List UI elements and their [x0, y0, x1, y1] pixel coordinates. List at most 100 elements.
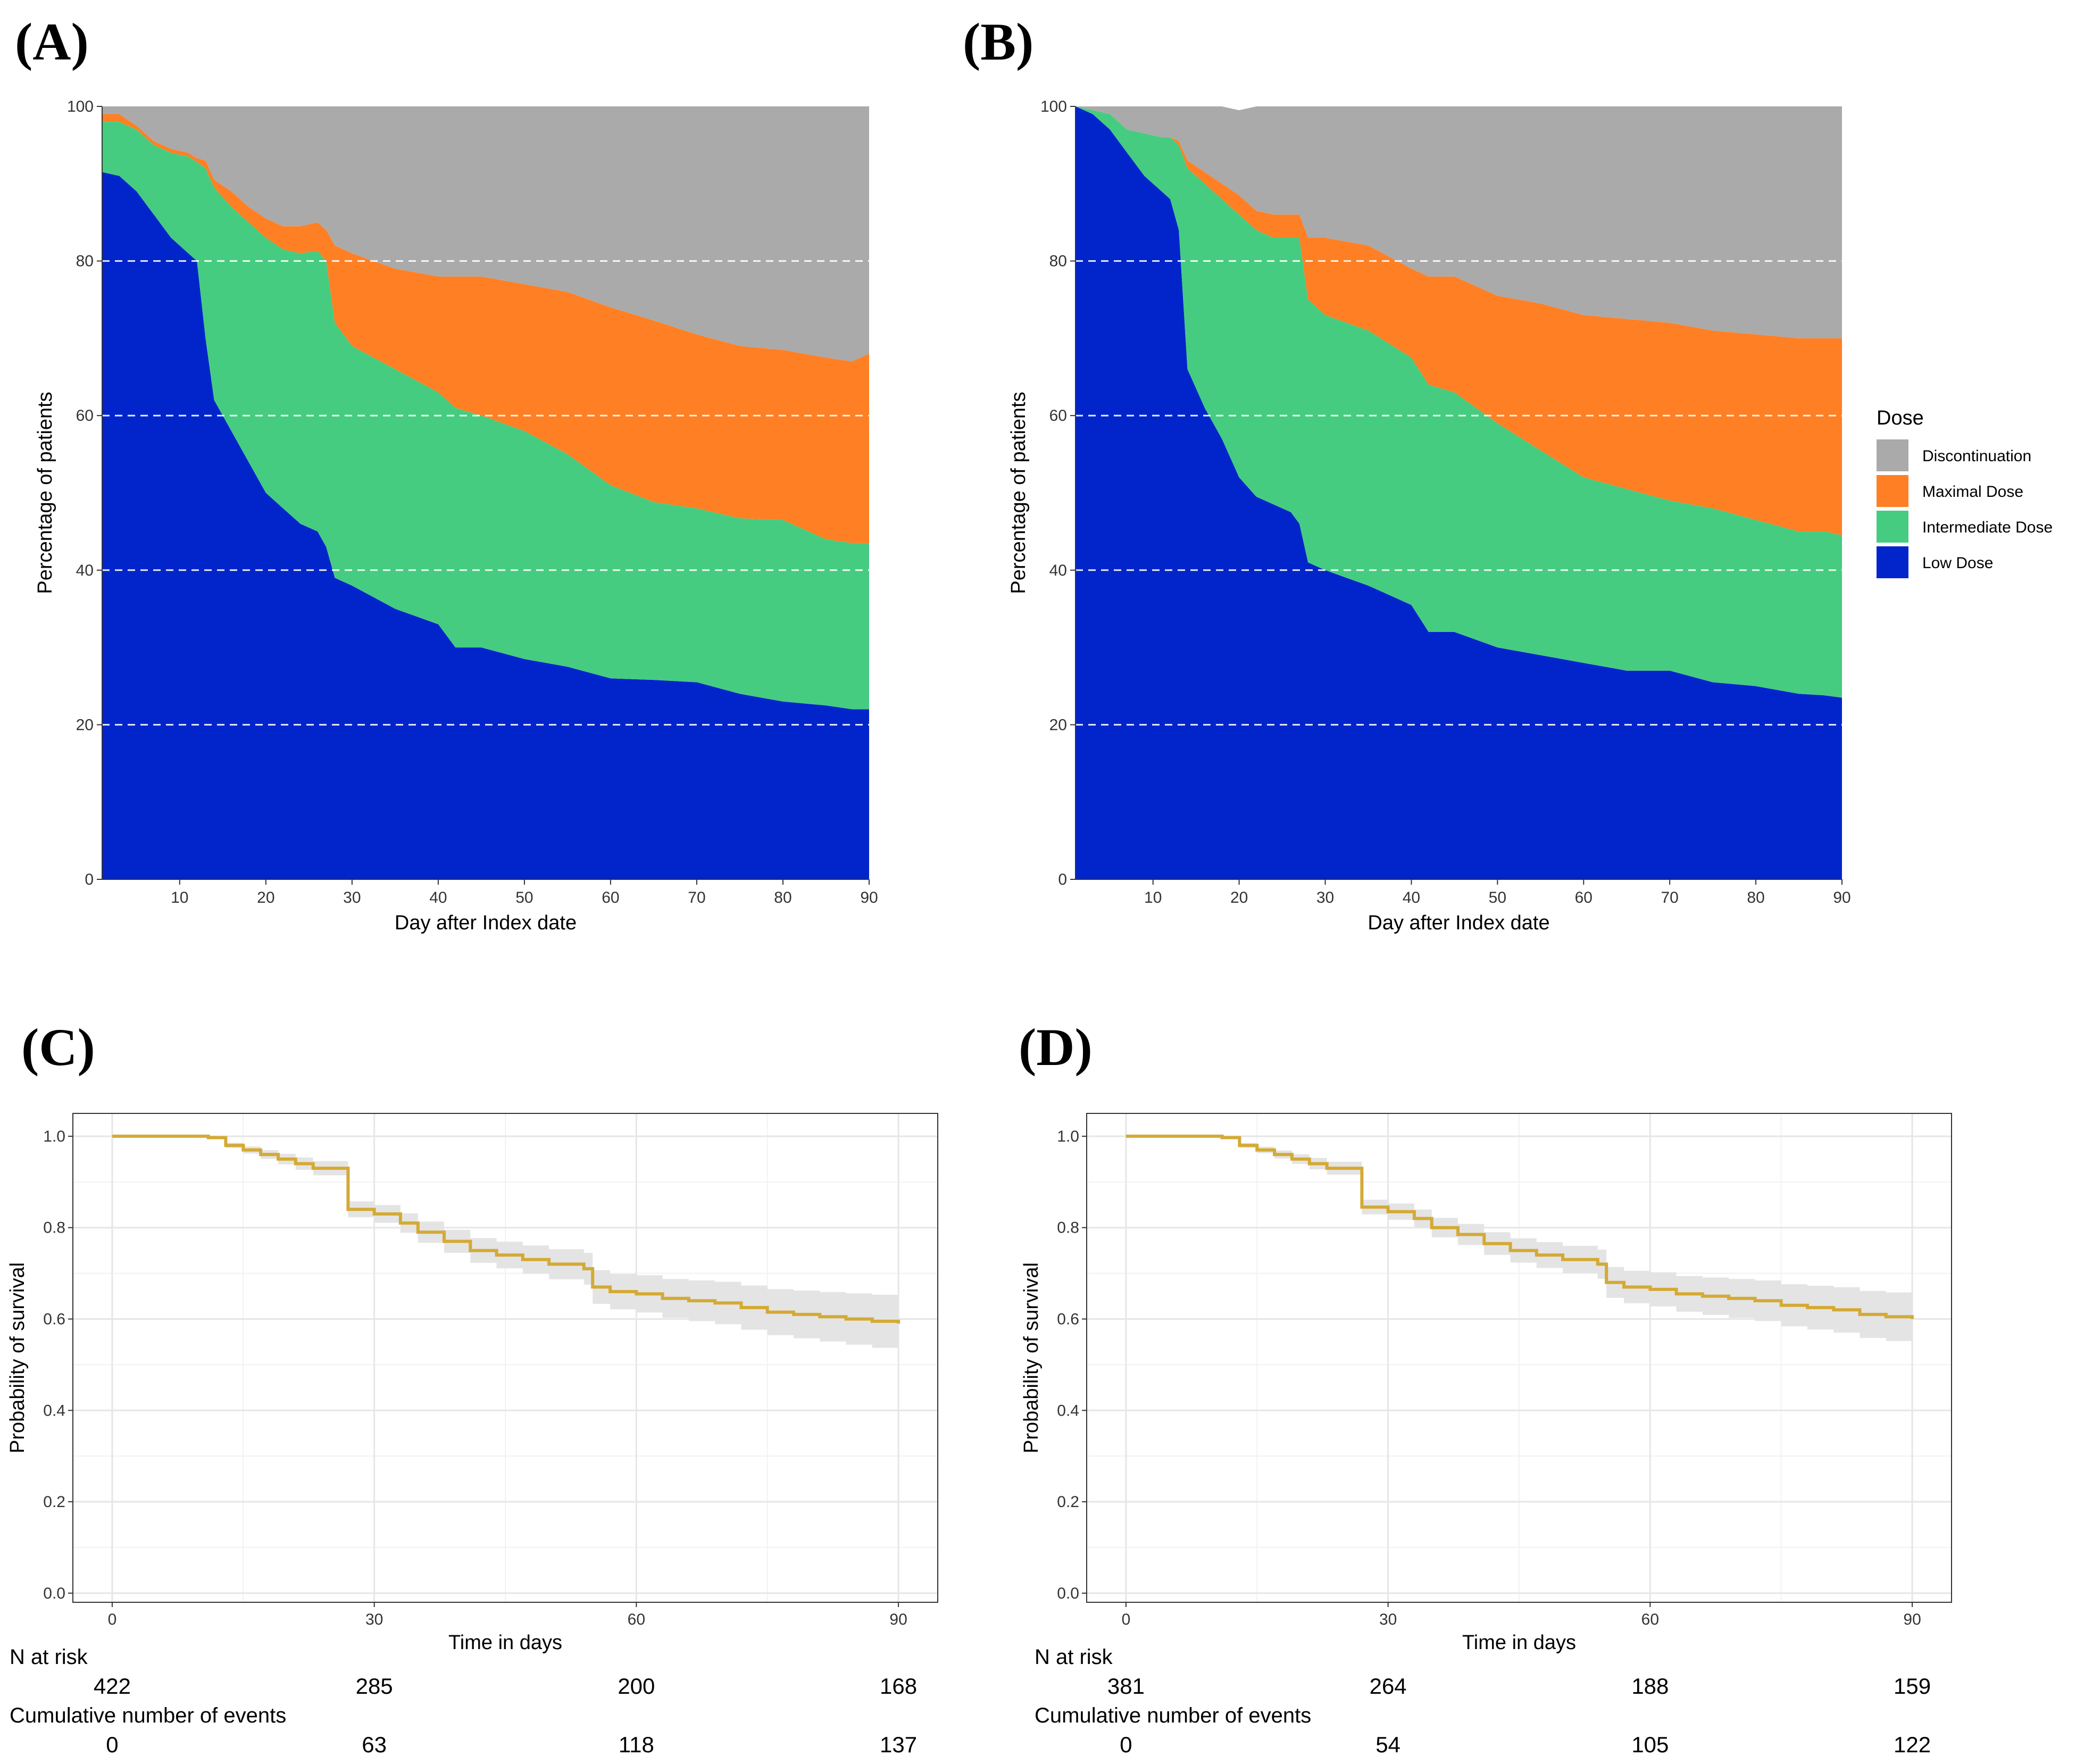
- n-at-risk-value: 285: [356, 1674, 393, 1699]
- legend-swatch-discontinuation: [1877, 439, 1908, 471]
- x-tick-label: 20: [257, 889, 274, 906]
- y-axis-title: Probability of survival: [1020, 1262, 1043, 1453]
- panel-label-d: (D): [1019, 1018, 1093, 1077]
- n-at-risk-value: 188: [1631, 1674, 1669, 1699]
- cumulative-events-label: Cumulative number of events: [10, 1704, 286, 1727]
- area-maximal-dose: [1075, 106, 1842, 536]
- y-tick-label: 0.8: [43, 1219, 65, 1237]
- x-tick-label: 30: [343, 889, 361, 906]
- legend-swatch-low-dose: [1877, 546, 1908, 578]
- n-at-risk-value: 422: [94, 1674, 131, 1699]
- y-tick-label: 0.4: [1057, 1402, 1079, 1419]
- n-at-risk-value: 200: [618, 1674, 655, 1699]
- y-tick-label: 20: [1049, 716, 1067, 734]
- x-tick-label: 80: [774, 889, 791, 906]
- y-tick-label: 0.6: [1057, 1310, 1079, 1328]
- x-tick-label: 60: [1575, 889, 1593, 906]
- y-tick-label: 100: [1040, 98, 1067, 115]
- x-tick-label: 50: [515, 889, 533, 906]
- confidence-band: [112, 1136, 899, 1351]
- dose-legend: Dose Discontinuation Maximal Dose Intermedi…: [1877, 407, 2053, 578]
- cumulative-events-value: 63: [362, 1732, 387, 1757]
- x-tick-label: 40: [1403, 889, 1420, 906]
- legend-label: Discontinuation: [1922, 447, 2031, 465]
- area-maximal-dose: [102, 114, 869, 543]
- y-tick-label: 60: [1049, 407, 1067, 425]
- y-tick-label: 80: [76, 253, 94, 270]
- y-tick-label: 0.2: [43, 1493, 65, 1511]
- x-tick-label: 50: [1489, 889, 1506, 906]
- area-intermediate-dose: [1075, 106, 1842, 698]
- x-tick-label: 10: [171, 889, 188, 906]
- x-tick-label: 0: [108, 1611, 117, 1628]
- x-tick-label: 30: [365, 1611, 383, 1628]
- panel-label-b: (B): [963, 12, 1033, 71]
- survival-chart-c: 0.0 0.2 0.4 0.6 0.8 1.0 0 30 60 90 Time in days Pro…: [6, 1113, 938, 1654]
- n-at-risk-label: N at risk: [1035, 1645, 1113, 1669]
- area-discontinuation: [1075, 106, 1842, 338]
- y-tick-label: 100: [67, 98, 94, 115]
- risk-table-d: N at risk 381 264 188 159 Cumulative number o…: [1035, 1645, 1931, 1757]
- n-at-risk-value: 381: [1107, 1674, 1145, 1699]
- x-tick-label: 30: [1379, 1611, 1397, 1628]
- y-axis-title: Probability of survival: [6, 1262, 29, 1453]
- x-axis-title: Time in days: [448, 1632, 562, 1654]
- y-tick-label: 0.0: [43, 1585, 65, 1602]
- y-tick-label: 0.2: [1057, 1493, 1079, 1511]
- y-tick-label: 0: [85, 871, 94, 888]
- x-tick-label: 60: [628, 1611, 645, 1628]
- y-tick-label: 40: [76, 562, 94, 579]
- area-chart-b: 0 20 40 60 80 100 10 20 30 40 50 60 70 80 90 Day after …: [1007, 98, 1851, 934]
- x-axis-title: Day after Index date: [1368, 912, 1549, 934]
- y-tick-label: 80: [1049, 253, 1067, 270]
- cumulative-events-value: 122: [1894, 1732, 1931, 1757]
- panel-label-c: (C): [21, 1018, 95, 1077]
- legend-title: Dose: [1877, 407, 1924, 429]
- plot-border: [72, 1113, 938, 1603]
- survival-curve: [112, 1134, 901, 1324]
- area-chart-a: 0 20 40 60 80 100 10 20 30 40 50 60 70 80 90 Day after …: [34, 98, 878, 934]
- x-tick-label: 60: [602, 889, 619, 906]
- n-at-risk-label: N at risk: [10, 1645, 88, 1669]
- cumulative-events-value: 105: [1631, 1732, 1669, 1757]
- y-tick-label: 0.0: [1057, 1585, 1079, 1602]
- x-tick-label: 90: [1833, 889, 1850, 906]
- y-tick-label: 1.0: [43, 1128, 65, 1145]
- x-tick-label: 80: [1747, 889, 1764, 906]
- x-tick-label: 20: [1230, 889, 1248, 906]
- y-tick-label: 20: [76, 716, 94, 734]
- survival-chart-d: 0.0 0.2 0.4 0.6 0.8 1.0 0 30 60 90 Time in days Pro…: [1020, 1113, 1952, 1654]
- x-tick-label: 10: [1144, 889, 1162, 906]
- x-tick-label: 60: [1641, 1611, 1659, 1628]
- y-tick-label: 1.0: [1057, 1128, 1079, 1145]
- legend-label: Maximal Dose: [1922, 483, 2023, 501]
- y-tick-label: 0.8: [1057, 1219, 1079, 1237]
- cumulative-events-value: 118: [619, 1732, 654, 1757]
- y-tick-label: 0: [1058, 871, 1067, 888]
- cumulative-events-value: 54: [1375, 1732, 1400, 1757]
- confidence-band: [1125, 1136, 1913, 1344]
- cumulative-events-value: 0: [106, 1732, 118, 1757]
- plot-border: [1086, 1113, 1952, 1603]
- x-tick-label: 0: [1122, 1611, 1131, 1628]
- legend-swatch-intermediate-dose: [1877, 511, 1908, 543]
- area-low-dose: [102, 172, 869, 879]
- survival-curve: [1125, 1134, 1914, 1319]
- area-discontinuation: [102, 106, 869, 362]
- cumulative-events-value: 0: [1120, 1732, 1132, 1757]
- legend-swatch-maximal-dose: [1877, 475, 1908, 507]
- cumulative-events-value: 137: [880, 1732, 917, 1757]
- y-tick-label: 0.4: [43, 1402, 65, 1419]
- cumulative-events-label: Cumulative number of events: [1035, 1704, 1311, 1727]
- y-tick-label: 60: [76, 407, 94, 425]
- y-tick-label: 40: [1049, 562, 1067, 579]
- area-intermediate-dose: [102, 122, 869, 710]
- x-tick-label: 90: [1903, 1611, 1921, 1628]
- n-at-risk-value: 168: [880, 1674, 917, 1699]
- x-axis-title: Time in days: [1462, 1632, 1576, 1654]
- x-tick-label: 40: [429, 889, 447, 906]
- x-tick-label: 30: [1316, 889, 1334, 906]
- n-at-risk-value: 159: [1894, 1674, 1931, 1699]
